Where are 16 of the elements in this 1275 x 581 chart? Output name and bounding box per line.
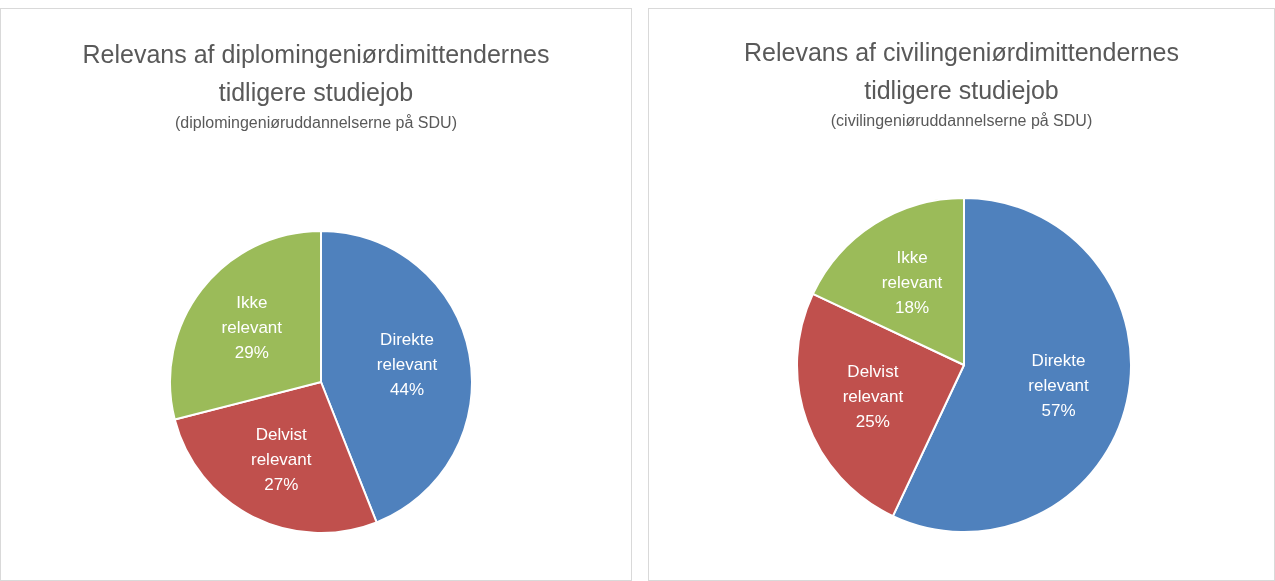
chart-subtitle: (diplomingeniøruddannelserne på SDU) xyxy=(174,113,458,133)
data-label: 44% xyxy=(390,380,425,400)
data-label: 18% xyxy=(895,297,930,317)
slice-label: Direkte relevant xyxy=(1028,350,1090,395)
data-label: 27% xyxy=(264,474,299,494)
slice-label: Ikke relevant xyxy=(221,293,283,338)
data-label: 29% xyxy=(234,343,269,363)
data-label: 57% xyxy=(1041,400,1076,420)
data-label: 25% xyxy=(855,412,890,432)
slice-label: Delvist relevant xyxy=(251,424,312,469)
chart-title: Relevans af diplomingeniørdimittendernes tidligere studiejob xyxy=(81,39,551,108)
slice-label: Ikke relevant xyxy=(881,247,943,292)
slice-label: Direkte relevant xyxy=(376,330,438,375)
chart-subtitle: (civilingeniøruddannelserne på SDU) xyxy=(829,111,1094,131)
chart-title: Relevans af civilingeniørdimittendernes tidligere studiejob xyxy=(743,37,1180,106)
slice-label: Delvist relevant xyxy=(842,362,904,407)
